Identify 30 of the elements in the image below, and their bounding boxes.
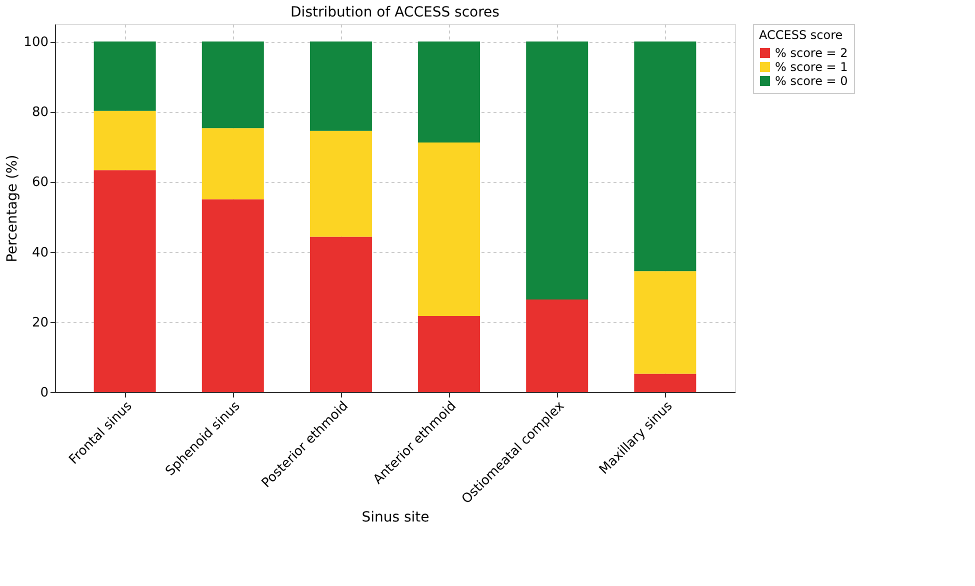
bar (634, 42, 696, 272)
bar (202, 42, 264, 128)
y-axis-title: Percentage (%) (4, 154, 21, 262)
bar (634, 374, 696, 392)
legend-label: % score = 1 (775, 60, 848, 74)
y-tick-label: 100 (24, 35, 48, 50)
bar (94, 42, 156, 111)
bar (310, 236, 372, 392)
bar (418, 42, 480, 142)
bar (202, 199, 264, 392)
bar (418, 316, 480, 392)
bar (202, 128, 264, 200)
chart-title: Distribution of ACCESS scores (290, 4, 500, 20)
legend-label: % score = 2 (775, 46, 848, 60)
bar (94, 110, 156, 170)
bar (526, 42, 588, 300)
legend-title: ACCESS score (759, 28, 843, 42)
y-tick-label: 0 (40, 386, 48, 400)
x-axis-title: Sinus site (362, 509, 430, 526)
bar (94, 170, 156, 392)
bar (310, 42, 372, 131)
bar (418, 142, 480, 316)
bar (310, 130, 372, 237)
y-tick-label: 80 (32, 105, 48, 120)
y-tick-label: 20 (32, 315, 48, 330)
legend-label: % score = 0 (775, 74, 848, 88)
bar (526, 299, 588, 392)
bar (634, 271, 696, 374)
y-tick-label: 40 (32, 245, 48, 260)
y-tick-label: 60 (32, 175, 48, 190)
